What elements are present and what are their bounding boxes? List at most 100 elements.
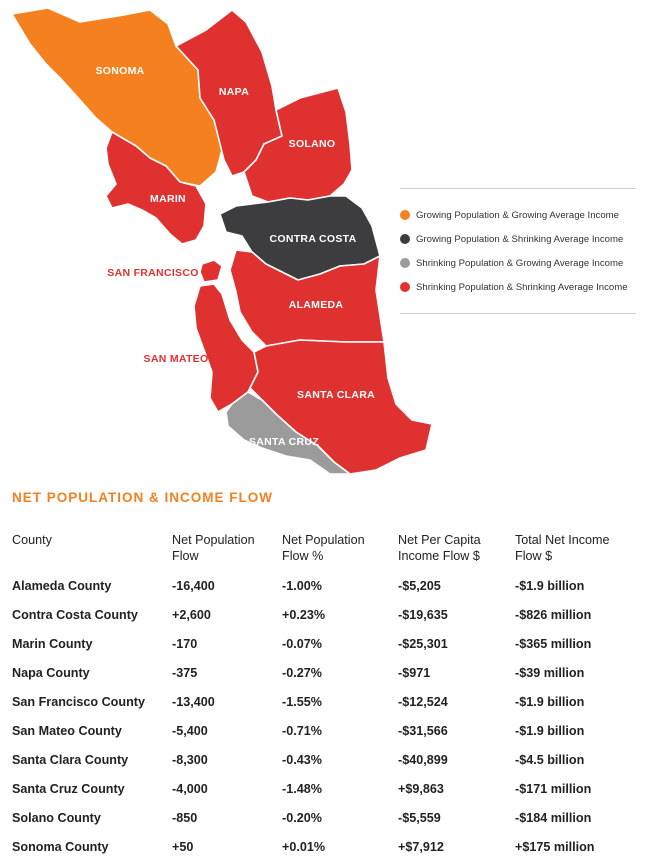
table-row: San Francisco County -13,400 -1.55% -$12,52… <box>12 687 632 716</box>
county-label-santa-cruz: SANTA CRUZ <box>249 436 319 448</box>
column-header: County <box>12 530 172 571</box>
table-row: Alameda County -16,400 -1.00% -$5,205 -$1.9 … <box>12 571 632 600</box>
value-cell: -8,300 <box>172 752 208 767</box>
county-name-cell: Santa Clara County <box>12 752 129 767</box>
table-row: San Mateo County -5,400 -0.71% -$31,566 -$1.… <box>12 716 632 745</box>
legend-top-divider <box>400 188 636 189</box>
legend-item: Growing Population & Shrinking Average I… <box>400 227 636 251</box>
county-name-cell: Alameda County <box>12 578 112 593</box>
value-cell: -1.48% <box>282 781 322 796</box>
column-header: Total Net Income Flow $ <box>515 530 632 571</box>
value-cell: -$39 million <box>515 665 585 680</box>
column-header-line: Net Population <box>282 533 365 547</box>
county-label-santa-clara: SANTA CLARA <box>297 389 375 401</box>
value-cell: -16,400 <box>172 578 215 593</box>
county-name-cell: Contra Costa County <box>12 607 138 622</box>
legend-dot-icon <box>400 282 410 292</box>
legend-dot-icon <box>400 210 410 220</box>
legend-items: Growing Population & Growing Average Inc… <box>400 189 636 313</box>
column-header-line: Net Population <box>172 533 255 547</box>
table-row: Marin County -170 -0.07% -$25,301 -$365 mill… <box>12 629 632 658</box>
value-cell: +50 <box>172 839 194 854</box>
value-cell: -$31,566 <box>398 723 448 738</box>
county-label-san-francisco: SAN FRANCISCO <box>107 267 198 279</box>
county-label-napa: NAPA <box>219 86 249 98</box>
legend-item: Shrinking Population & Growing Average I… <box>400 251 636 275</box>
value-cell: -13,400 <box>172 694 215 709</box>
county-name-cell: San Francisco County <box>12 694 145 709</box>
county-santa-cruz <box>225 391 351 475</box>
value-cell: -0.20% <box>282 810 322 825</box>
column-header: Net Per Capita Income Flow $ <box>398 530 515 571</box>
column-header-line: County <box>12 533 52 547</box>
value-cell: -$4.5 billion <box>515 752 585 767</box>
county-name-cell: Solano County <box>12 810 101 825</box>
value-cell: +$175 million <box>515 839 595 854</box>
value-cell: -0.07% <box>282 636 322 651</box>
value-cell: +2,600 <box>172 607 211 622</box>
map-svg: SONOMA NAPA SOLANO MARIN CONTRA COSTA SAN FRA… <box>11 7 433 475</box>
legend-label: Growing Population & Shrinking Average I… <box>416 233 624 245</box>
value-cell: -$184 million <box>515 810 592 825</box>
county-label-alameda: ALAMEDA <box>289 299 344 311</box>
column-header: Net Population Flow <box>172 530 282 571</box>
value-cell: -$19,635 <box>398 607 448 622</box>
value-cell: -375 <box>172 665 198 680</box>
value-cell: -$971 <box>398 665 431 680</box>
county-name-cell: San Mateo County <box>12 723 122 738</box>
value-cell: -$25,301 <box>398 636 448 651</box>
legend-label: Shrinking Population & Growing Average I… <box>416 257 624 269</box>
county-label-sonoma: SONOMA <box>95 65 144 77</box>
value-cell: -1.00% <box>282 578 322 593</box>
table-header-row: County Net Population Flow Net Population Fl… <box>12 530 632 571</box>
section-title: NET POPULATION & INCOME FLOW <box>12 490 273 505</box>
county-label-contra-costa: CONTRA COSTA <box>269 233 356 245</box>
legend-item: Shrinking Population & Shrinking Average… <box>400 275 636 299</box>
county-name-cell: Napa County <box>12 665 90 680</box>
column-header: Net Population Flow % <box>282 530 398 571</box>
legend-dot-icon <box>400 258 410 268</box>
value-cell: -$40,899 <box>398 752 448 767</box>
value-cell: -$365 million <box>515 636 592 651</box>
value-cell: -$12,524 <box>398 694 448 709</box>
flow-table: County Net Population Flow Net Population Fl… <box>12 530 632 861</box>
value-cell: -$1.9 billion <box>515 578 585 593</box>
value-cell: -170 <box>172 636 198 651</box>
table-row: Santa Clara County -8,300 -0.43% -$40,899 -$… <box>12 745 632 774</box>
county-sonoma <box>11 7 223 187</box>
value-cell: +0.01% <box>282 839 326 854</box>
table-row: Napa County -375 -0.27% -$971 -$39 million <box>12 658 632 687</box>
column-header-line: Total Net Income <box>515 533 610 547</box>
county-name-cell: Marin County <box>12 636 93 651</box>
column-header-line: Net Per Capita <box>398 533 481 547</box>
table-row: Santa Cruz County -4,000 -1.48% +$9,863 -$17… <box>12 774 632 803</box>
legend-label: Shrinking Population & Shrinking Average… <box>416 281 628 293</box>
column-header-line: Flow <box>172 549 199 563</box>
value-cell: -0.27% <box>282 665 322 680</box>
value-cell: +$7,912 <box>398 839 444 854</box>
column-header-line: Income Flow $ <box>398 549 480 563</box>
legend-label: Growing Population & Growing Average Inc… <box>416 209 620 221</box>
value-cell: -$5,559 <box>398 810 441 825</box>
value-cell: -5,400 <box>172 723 208 738</box>
value-cell: -$171 million <box>515 781 592 796</box>
table-row: Sonoma County +50 +0.01% +$7,912 +$175 milli… <box>12 832 632 861</box>
map-legend: Growing Population & Growing Average Inc… <box>400 188 636 314</box>
county-san-francisco <box>199 259 223 283</box>
table-body: Alameda County -16,400 -1.00% -$5,205 -$1.9 … <box>12 571 632 861</box>
table-row: Solano County -850 -0.20% -$5,559 -$184 mill… <box>12 803 632 832</box>
county-label-san-mateo: SAN MATEO <box>144 353 209 365</box>
value-cell: -850 <box>172 810 198 825</box>
county-marin <box>105 131 207 245</box>
value-cell: +$9,863 <box>398 781 444 796</box>
value-cell: -$1.9 billion <box>515 694 585 709</box>
county-alameda <box>229 249 385 347</box>
legend-dot-icon <box>400 234 410 244</box>
county-name-cell: Sonoma County <box>12 839 109 854</box>
value-cell: -$826 million <box>515 607 592 622</box>
value-cell: -1.55% <box>282 694 322 709</box>
table-row: Contra Costa County +2,600 +0.23% -$19,635 -… <box>12 600 632 629</box>
column-header-line: Flow $ <box>515 549 553 563</box>
county-label-solano: SOLANO <box>289 138 336 150</box>
legend-item: Growing Population & Growing Average Inc… <box>400 203 636 227</box>
